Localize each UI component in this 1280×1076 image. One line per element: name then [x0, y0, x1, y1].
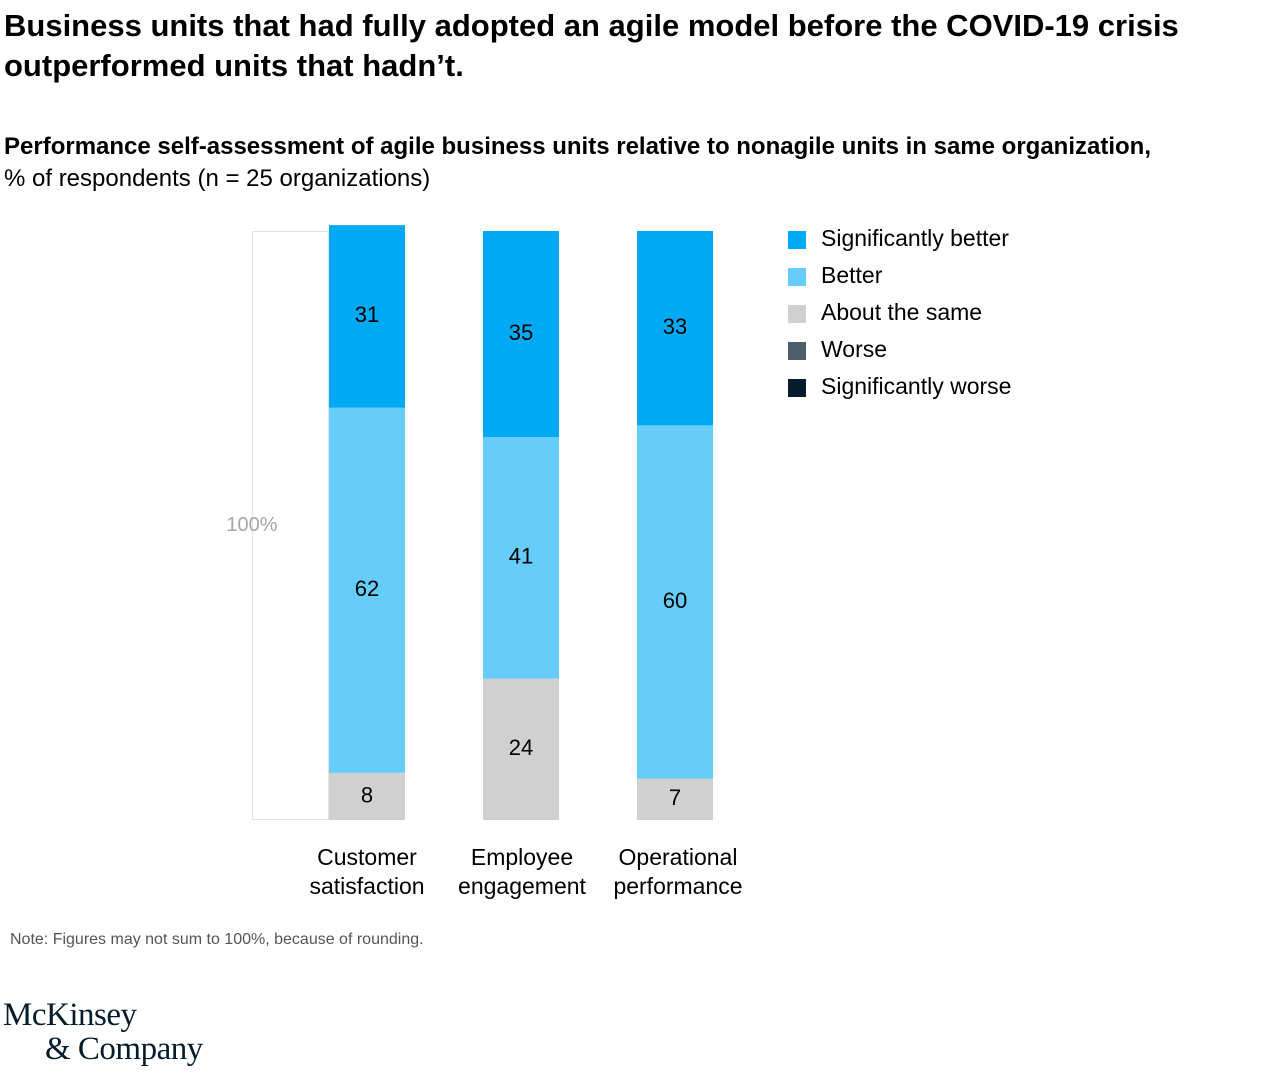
bars-group: 8 62 31 24 41 35 7 60 33: [329, 225, 713, 820]
x-label-customer-satisfaction: Customer satisfaction: [309, 844, 424, 899]
subtitle-regular: % of respondents (n = 25 organizations): [4, 165, 431, 192]
bar-employee-engagement-about-the-same: [483, 678, 559, 820]
reference-100-label: 100%: [226, 514, 277, 536]
bar-operational-performance-about-the-same: [637, 778, 713, 820]
logo-line-2: & Company: [45, 1031, 203, 1067]
footnote: Note: Figures may not sum to 100%, becau…: [10, 931, 424, 948]
x-label-operational-performance: Operational performance: [613, 844, 742, 899]
data-label-operational-performance-better: 60: [663, 588, 687, 613]
data-label-operational-performance-significantly-better: 33: [663, 314, 687, 339]
data-label-customer-satisfaction-better: 62: [355, 576, 379, 601]
legend-swatch-about-the-same: [788, 305, 806, 323]
bar-customer-satisfaction-significantly-better: [329, 225, 405, 408]
data-label-employee-engagement-better: 41: [509, 544, 533, 569]
data-label-employee-engagement-significantly-better: 35: [509, 320, 533, 345]
bar-employee-engagement-significantly-better: [483, 231, 559, 438]
legend-label-significantly-better: Significantly better: [821, 225, 1009, 251]
subtitle-bold: Performance self-assessment of agile bus…: [4, 133, 1151, 160]
legend-label-about-the-same: About the same: [821, 299, 982, 325]
legend-swatch-significantly-worse: [788, 379, 806, 397]
bar-operational-performance-better: [637, 425, 713, 779]
bar-customer-satisfaction-about-the-same: [329, 772, 405, 820]
legend-swatch-better: [788, 268, 806, 286]
stacked-bar-chart: 100% 8 62 31 24 41 35 7 60 33 Customer satisfacti…: [226, 225, 1011, 899]
legend: Significantly better Better About the same…: [788, 225, 1011, 399]
logo-line-1: McKinsey: [3, 997, 137, 1033]
bar-employee-engagement-better: [483, 437, 559, 679]
reference-bar-group: 100%: [226, 231, 329, 820]
legend-label-significantly-worse: Significantly worse: [821, 373, 1011, 399]
chart-subtitle: Performance self-assessment of agile bus…: [4, 131, 1280, 195]
legend-swatch-significantly-better: [788, 231, 806, 249]
data-label-customer-satisfaction-significantly-better: 31: [355, 302, 379, 327]
x-axis-labels: Customer satisfaction Employee engagement Op…: [309, 844, 742, 899]
x-label-employee-engagement: Employee engagement: [458, 844, 586, 899]
legend-label-worse: Worse: [821, 336, 887, 362]
data-label-employee-engagement-about-the-same: 24: [509, 735, 533, 760]
legend-swatch-worse: [788, 342, 806, 360]
data-label-customer-satisfaction-about-the-same: 8: [361, 782, 373, 807]
bar-customer-satisfaction-better: [329, 407, 405, 773]
chart-title: Business units that had fully adopted an…: [4, 8, 1179, 83]
bar-operational-performance-significantly-better: [637, 231, 713, 426]
mckinsey-logo: McKinsey & Company: [3, 998, 203, 1066]
reference-100-bar: [252, 231, 329, 820]
legend-label-better: Better: [821, 262, 883, 288]
data-label-operational-performance-about-the-same: 7: [669, 785, 681, 810]
